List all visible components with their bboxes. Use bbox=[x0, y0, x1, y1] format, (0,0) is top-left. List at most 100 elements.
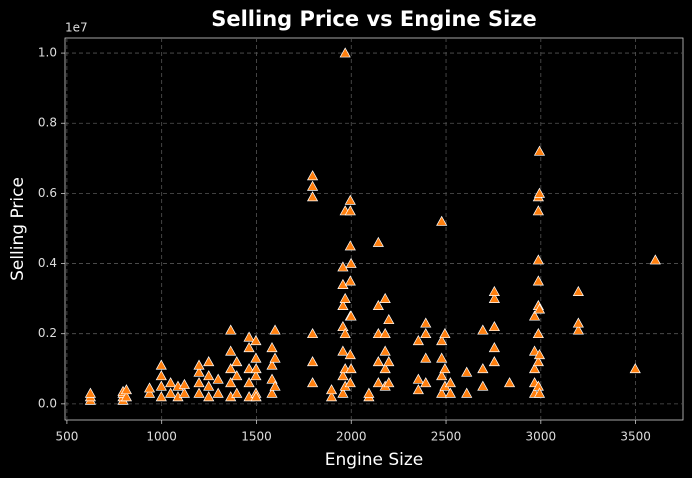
point bbox=[250, 335, 262, 346]
point bbox=[372, 356, 384, 367]
point bbox=[231, 370, 243, 381]
point bbox=[225, 345, 237, 356]
point bbox=[337, 387, 349, 398]
point bbox=[143, 382, 156, 393]
point bbox=[344, 275, 356, 286]
point bbox=[372, 236, 384, 247]
point bbox=[372, 299, 384, 310]
point bbox=[649, 254, 661, 265]
point bbox=[164, 387, 177, 398]
point bbox=[155, 370, 167, 381]
point bbox=[203, 380, 215, 391]
point bbox=[572, 285, 584, 296]
point bbox=[379, 345, 391, 356]
point bbox=[269, 352, 281, 363]
point bbox=[337, 299, 349, 310]
point bbox=[212, 387, 224, 398]
point bbox=[266, 387, 278, 398]
point bbox=[439, 363, 451, 374]
point bbox=[528, 310, 541, 321]
point bbox=[379, 327, 391, 339]
point bbox=[533, 187, 546, 198]
point bbox=[306, 377, 319, 388]
point bbox=[243, 331, 255, 342]
point bbox=[269, 380, 281, 391]
point bbox=[528, 363, 541, 374]
x-tick-label: 1500 bbox=[241, 430, 272, 444]
point bbox=[337, 278, 349, 289]
x-tick-label: 2000 bbox=[336, 430, 367, 444]
point bbox=[344, 205, 356, 216]
point bbox=[155, 380, 167, 391]
point bbox=[193, 359, 205, 370]
point bbox=[488, 342, 500, 353]
point bbox=[533, 349, 546, 360]
point bbox=[379, 292, 391, 303]
point bbox=[461, 366, 473, 377]
point bbox=[250, 370, 262, 381]
point bbox=[193, 377, 205, 388]
y-tick-label: 0.2 bbox=[38, 326, 57, 340]
point bbox=[420, 317, 432, 328]
point bbox=[225, 363, 237, 374]
point bbox=[420, 327, 432, 339]
point bbox=[379, 363, 391, 374]
point bbox=[339, 327, 351, 339]
point bbox=[266, 342, 278, 353]
point bbox=[243, 363, 255, 374]
y-tick-label: 0.4 bbox=[38, 256, 57, 270]
plot-frame bbox=[64, 37, 684, 421]
point bbox=[461, 387, 473, 398]
x-tick-label: 500 bbox=[55, 430, 78, 444]
point bbox=[164, 377, 177, 388]
point bbox=[488, 285, 500, 296]
point bbox=[532, 275, 544, 286]
point bbox=[436, 335, 448, 346]
point bbox=[84, 387, 96, 398]
y-offset-label: 1e7 bbox=[65, 21, 88, 35]
point bbox=[225, 324, 237, 335]
point bbox=[629, 363, 641, 374]
point bbox=[532, 205, 544, 216]
point bbox=[439, 327, 451, 339]
point bbox=[250, 363, 262, 374]
point bbox=[203, 370, 215, 381]
point bbox=[120, 391, 133, 402]
point bbox=[528, 345, 541, 356]
point bbox=[345, 257, 357, 268]
point bbox=[436, 387, 448, 398]
x-axis-label: Engine Size bbox=[325, 450, 424, 470]
point bbox=[143, 387, 156, 398]
point bbox=[212, 373, 224, 384]
x-tick-label: 2500 bbox=[431, 430, 462, 444]
point bbox=[337, 345, 349, 356]
point bbox=[306, 180, 319, 191]
point bbox=[178, 378, 191, 389]
y-tick-label: 0.6 bbox=[38, 186, 57, 200]
point bbox=[250, 391, 262, 402]
point bbox=[203, 356, 215, 367]
point bbox=[266, 359, 278, 370]
point bbox=[436, 215, 448, 226]
point bbox=[533, 303, 546, 314]
point bbox=[572, 324, 584, 335]
chart-title: Selling Price vs Engine Size bbox=[211, 7, 537, 31]
y-tick-label: 0.0 bbox=[38, 396, 57, 410]
point bbox=[243, 342, 255, 353]
point bbox=[412, 335, 424, 346]
point bbox=[436, 352, 448, 363]
point bbox=[532, 356, 544, 367]
point bbox=[420, 377, 432, 388]
point bbox=[412, 373, 424, 384]
y-axis-label: Selling Price bbox=[8, 177, 28, 281]
point bbox=[383, 356, 395, 367]
point bbox=[306, 170, 319, 181]
point bbox=[345, 363, 357, 374]
point bbox=[193, 387, 205, 398]
point bbox=[363, 387, 375, 398]
point bbox=[477, 363, 489, 374]
point bbox=[120, 384, 133, 395]
point bbox=[572, 317, 584, 328]
point bbox=[503, 377, 516, 388]
